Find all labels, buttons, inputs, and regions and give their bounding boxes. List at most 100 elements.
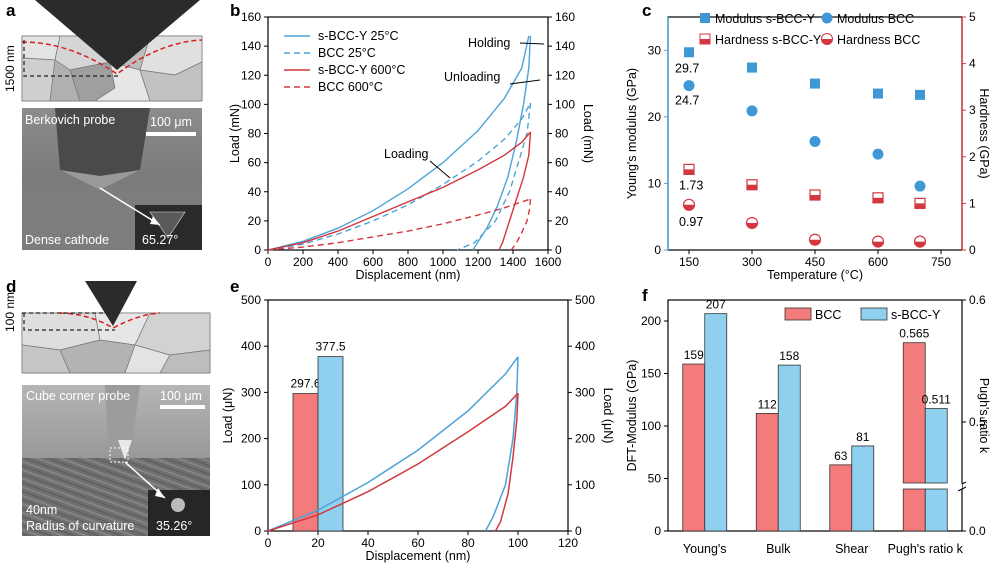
y-tick-label: 10	[648, 176, 662, 190]
bar-bcc	[292, 393, 319, 532]
y-axis-label-right: Load (mN)	[581, 104, 595, 163]
marker-hardness-bcc-fill	[683, 204, 695, 211]
y-tick-label: 120	[555, 68, 575, 82]
angle-label-d: 35.26°	[156, 519, 192, 533]
y-tick-label: 0.5	[969, 415, 986, 429]
series-line-unloading	[484, 356, 519, 532]
y-tick-label: 1	[969, 196, 976, 210]
series-line-loading	[267, 392, 519, 532]
marker-modulus-sbccy	[810, 78, 820, 89]
series-line-unloading	[456, 102, 532, 251]
y-tick-label: 140	[555, 39, 575, 53]
marker-hardness-bcc-fill	[914, 241, 926, 248]
bar-value-label: 81	[856, 430, 870, 444]
sample-label-d-2: Radius of curvature	[26, 519, 134, 533]
sem-image-d	[22, 385, 210, 536]
series-line-loading	[267, 198, 531, 251]
bar-s-bcc-y-upper	[924, 408, 948, 484]
marker-modulus-sbccy	[747, 62, 757, 73]
y-axis-label-right: Load (μN)	[601, 388, 615, 444]
y-axis-label: Young's modulus (GPa)	[625, 68, 639, 199]
legend-swatch-fill	[700, 39, 710, 44]
legend-label: Hardness BCC	[837, 33, 920, 47]
y-tick-label: 60	[555, 156, 569, 170]
x-tick-label: 60	[411, 536, 425, 550]
bar-value-label: 158	[779, 349, 799, 363]
marker-hardness-sbccy-fill	[747, 184, 757, 190]
bar-s-bcc-y	[317, 356, 344, 532]
marker-modulus-sbccy	[684, 47, 694, 58]
x-tick-label: 80	[461, 536, 475, 550]
cube-corner-indenter-icon	[85, 281, 137, 326]
berkovich-indenter-icon	[35, 0, 200, 70]
y-tick-label: 0	[575, 524, 582, 538]
series-line-unloading	[472, 35, 532, 251]
y-tick-label: 40	[555, 185, 569, 199]
y-tick-label: 20	[555, 214, 569, 228]
panel-a-letter: a	[6, 1, 16, 20]
marker-hardness-sbccy-fill	[810, 195, 820, 201]
panel-f-letter: f	[642, 286, 648, 305]
y-tick-label: 160	[555, 10, 575, 24]
data-label: 24.7	[675, 94, 699, 108]
x-tick-label: 1400	[500, 255, 527, 269]
marker-hardness-bcc-fill	[746, 222, 758, 229]
y-tick-label: 0	[654, 243, 661, 257]
annotation-arrow	[519, 42, 545, 45]
bar-value-label: 0.565	[899, 327, 929, 341]
bar-bcc	[682, 363, 706, 532]
sem-image-a	[22, 108, 202, 250]
category-label: Young's	[683, 542, 727, 556]
bar-s-bcc-y	[777, 364, 801, 532]
annotation-arrow	[429, 160, 451, 179]
y-tick-label: 80	[248, 127, 262, 141]
legend-swatch	[784, 307, 812, 321]
y-tick-label: 3	[969, 103, 976, 117]
grain-schematic-d	[21, 281, 211, 374]
x-tick-label: 100	[508, 536, 528, 550]
bar-value-label: 159	[684, 348, 704, 362]
y-tick-label: 150	[641, 367, 661, 381]
bar-bcc-lower	[902, 488, 926, 532]
plot-frame-b	[267, 16, 549, 251]
sample-label-a: Dense cathode	[25, 233, 109, 247]
y-tick-label: 50	[648, 472, 662, 486]
axis-break-mark	[957, 486, 967, 492]
y-axis-label-right: Pugh's ratio k	[977, 378, 991, 454]
sample-label-d-1: 40nm	[26, 503, 57, 517]
marker-hardness-sbccy-fill	[684, 169, 694, 175]
angle-label-a: 65.27°	[142, 233, 178, 247]
y-tick-label: 300	[575, 385, 595, 399]
y-tick-label: 300	[241, 385, 261, 399]
x-tick-label: 400	[328, 255, 348, 269]
x-axis-label: Displacement (nm)	[366, 549, 471, 563]
y-axis-label: DFT-Modulus (GPa)	[625, 360, 639, 472]
y-tick-label: 5	[969, 10, 976, 24]
scale-label-d: 100 μm	[160, 389, 202, 403]
y-tick-label: 500	[241, 293, 261, 307]
legend-label: BCC 600°C	[318, 80, 383, 94]
x-tick-label: 40	[361, 536, 375, 550]
panel-c-letter: c	[642, 1, 651, 20]
y-tick-label: 0	[654, 524, 661, 538]
y-tick-label: 400	[241, 339, 261, 353]
bar-s-bcc-y-lower	[924, 488, 948, 532]
y-tick-label: 4	[969, 57, 976, 71]
y-tick-label: 140	[241, 39, 261, 53]
data-label: 1.73	[679, 178, 703, 192]
plot-frame-f	[667, 299, 963, 532]
category-label: Pugh's ratio k	[888, 542, 964, 556]
bar-value-label: 112	[758, 397, 777, 411]
bar-value-label: 0.511	[922, 393, 951, 407]
marker-modulus-bcc	[746, 105, 758, 117]
y-tick-label: 0.0	[969, 524, 986, 538]
legend-swatch	[860, 307, 888, 321]
chart-e: e0 20 40 60 80 100 120010020030040050001002003…	[221, 277, 615, 563]
panel-d: d 100 nm Cube corn	[3, 277, 211, 536]
x-tick-label: 1000	[430, 255, 457, 269]
y-tick-label: 200	[641, 314, 661, 328]
legend-label: s-BCC-Y 25°C	[318, 29, 398, 43]
y-tick-label: 80	[555, 127, 569, 141]
